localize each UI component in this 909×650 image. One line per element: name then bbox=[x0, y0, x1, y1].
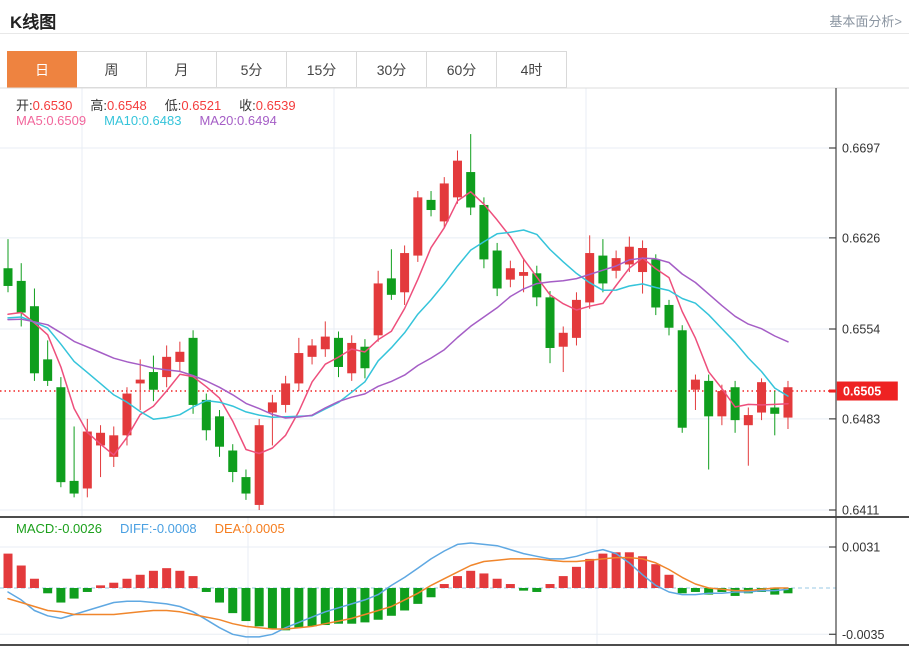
maRow-value-1: 0.6483 bbox=[141, 113, 182, 128]
current-price-badge: 0.6505 bbox=[829, 381, 898, 401]
ohlcRow-value-0: 0.6530 bbox=[32, 98, 73, 113]
maRow-item-0: MA5:0.6509 bbox=[16, 113, 86, 128]
tab-period-0[interactable]: 日 bbox=[7, 51, 77, 88]
svg-text:0.6697: 0.6697 bbox=[842, 142, 880, 156]
macdRow-item-2: DEA:0.0005 bbox=[215, 521, 285, 536]
ma5-line bbox=[7, 191, 789, 456]
ma20-line bbox=[7, 257, 789, 419]
macdRow-item-1: DIFF:-0.0008 bbox=[120, 521, 197, 536]
svg-text:0.6626: 0.6626 bbox=[842, 231, 880, 245]
candles-layer bbox=[3, 134, 793, 510]
ohlcRow-item-1: 高:0.6548 bbox=[90, 95, 146, 114]
tab-period-5[interactable]: 30分 bbox=[357, 51, 427, 88]
ohlcRow-item-3: 收:0.6539 bbox=[239, 95, 295, 114]
svg-text:0.6505: 0.6505 bbox=[843, 385, 881, 399]
svg-text:0.6411: 0.6411 bbox=[842, 504, 879, 518]
svg-text:-0.0035: -0.0035 bbox=[842, 628, 884, 642]
macdRow-value-1: -0.0008 bbox=[152, 521, 197, 536]
ma10-line bbox=[7, 229, 789, 420]
ohlcRow-label-0: 开: bbox=[16, 98, 33, 113]
macdRow-item-0: MACD:-0.0026 bbox=[16, 521, 102, 536]
ohlcRow-label-1: 高: bbox=[90, 98, 108, 113]
ohlcRow-item-0: 开:0.6530 bbox=[16, 95, 72, 114]
macd-legend: MACD:-0.0026 DIFF:-0.0008 DEA:0.0005 bbox=[16, 521, 285, 536]
maRow-label-2: MA20: bbox=[199, 113, 238, 128]
ohlcRow-value-3: 0.6539 bbox=[255, 98, 296, 113]
ohlc-legend: 开:0.6530 高:0.6548 低:0.6521 收:0.6539 bbox=[16, 95, 296, 114]
macdRow-value-0: -0.0026 bbox=[57, 521, 102, 536]
price-axis-labels: 0.6697 0.6626 0.6554 0.6483 0.6411 0.0031 -0.0… bbox=[829, 142, 884, 642]
maRow-label-0: MA5: bbox=[16, 113, 47, 128]
tab-period-6[interactable]: 60分 bbox=[427, 51, 497, 88]
maRow-value-2: 0.6494 bbox=[237, 113, 277, 128]
maRow-item-1: MA10:0.6483 bbox=[104, 113, 181, 128]
macd-histogram bbox=[3, 552, 793, 631]
maRow-value-0: 0.6509 bbox=[46, 113, 87, 128]
dea-line bbox=[7, 556, 789, 630]
diff-line bbox=[7, 542, 789, 638]
period-tabbar: 日周月 5分 15分 30分 60分 4时 bbox=[7, 51, 567, 88]
ma-legend: MA5:0.6509 MA10:0.6483 MA20:0.6494 bbox=[16, 113, 277, 128]
macdRow-label-1: DIFF: bbox=[119, 521, 153, 536]
ohlcRow-item-2: 低:0.6521 bbox=[165, 95, 221, 114]
ohlcRow-value-1: 0.6548 bbox=[107, 98, 147, 113]
title-divider bbox=[0, 33, 909, 34]
macdRow-value-2: 0.0005 bbox=[244, 521, 285, 536]
maRow-item-2: MA20:0.6494 bbox=[199, 113, 276, 128]
ohlcRow-label-2: 低: bbox=[164, 98, 182, 113]
fundamental-analysis-link[interactable]: 基本面分析> bbox=[829, 14, 902, 29]
maRow-label-1: MA10: bbox=[104, 113, 142, 128]
tab-period-2[interactable]: 月 bbox=[147, 51, 217, 88]
macdRow-label-0: MACD: bbox=[16, 521, 58, 536]
svg-text:0.6483: 0.6483 bbox=[842, 412, 880, 426]
tab-period-3[interactable]: 5分 bbox=[217, 51, 287, 88]
gridlines bbox=[0, 88, 836, 645]
macdRow-label-2: DEA: bbox=[214, 521, 245, 536]
svg-text:0.0031: 0.0031 bbox=[842, 541, 880, 555]
ohlcRow-value-2: 0.6521 bbox=[181, 98, 222, 113]
ohlcRow-label-3: 收: bbox=[239, 98, 256, 113]
page-title: K线图 bbox=[10, 13, 57, 32]
svg-text:0.6554: 0.6554 bbox=[842, 323, 880, 337]
